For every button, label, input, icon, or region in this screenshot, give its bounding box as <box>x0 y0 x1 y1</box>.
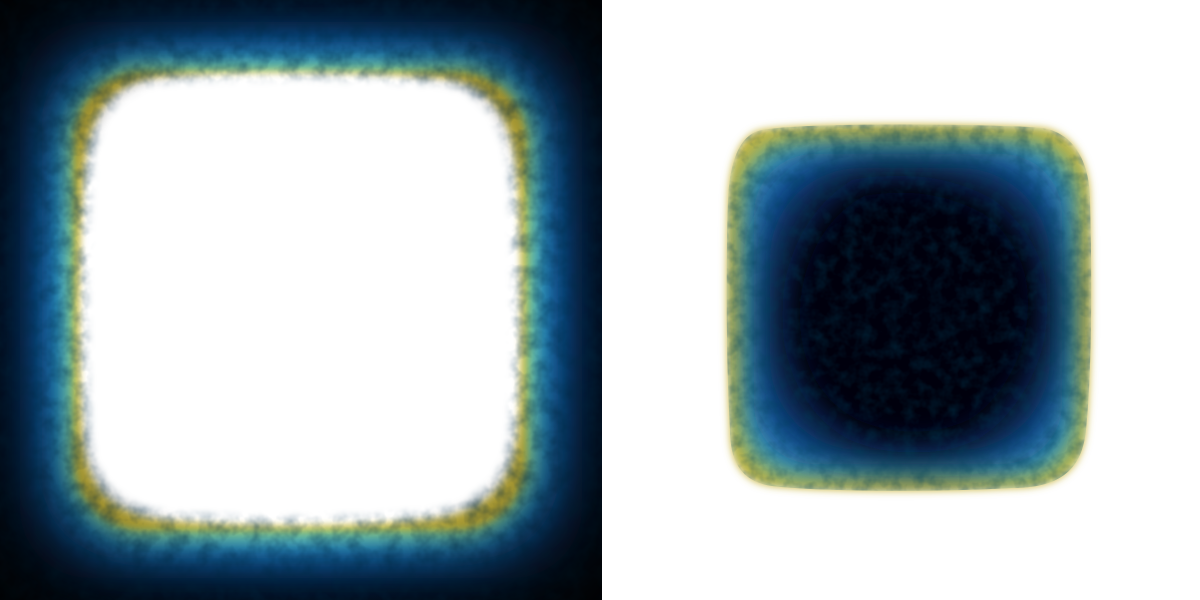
left-glow-frame-panel <box>0 0 602 600</box>
right-dark-core-graphic <box>602 0 1200 600</box>
right-grain-texture <box>726 124 1092 491</box>
left-glow-frame-graphic <box>0 0 602 600</box>
right-dark-core-panel <box>602 0 1200 600</box>
left-white-interior-core <box>87 78 513 518</box>
right-inner-gradient-group <box>726 124 1092 491</box>
